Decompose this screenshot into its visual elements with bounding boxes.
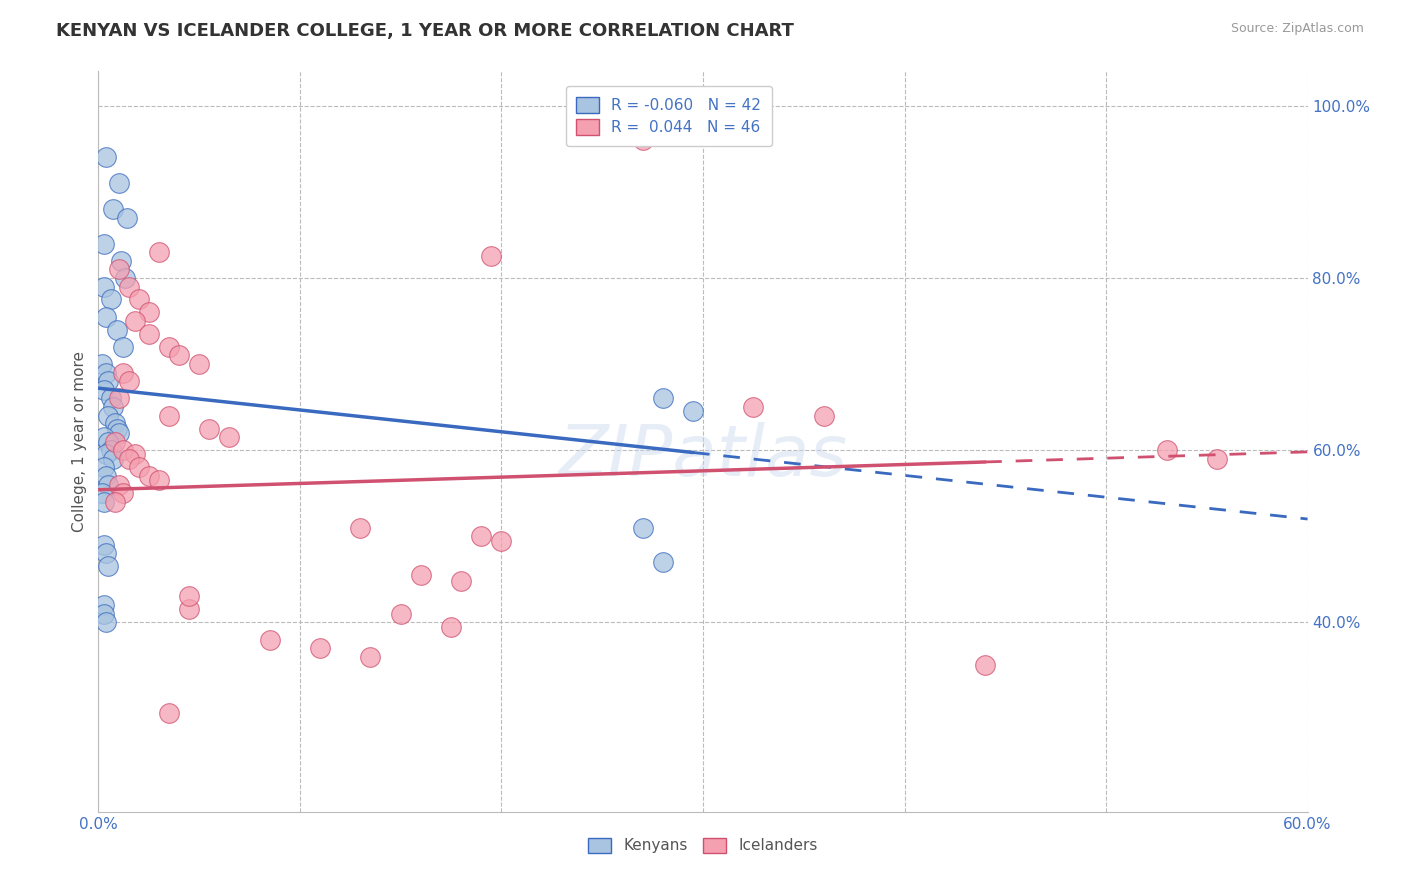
Point [1156, 443, 1178, 458]
Point [93, 607, 115, 621]
Text: ZIPatlas: ZIPatlas [558, 422, 848, 491]
Point [97, 477, 120, 491]
Point [100, 293, 122, 307]
Point [93, 460, 115, 475]
Point [101, 202, 124, 216]
Point [115, 211, 138, 225]
Point [93, 538, 115, 552]
Point [631, 521, 654, 535]
Point [157, 706, 180, 720]
Point [118, 451, 141, 466]
Point [105, 422, 128, 436]
Point [97, 559, 120, 574]
Point [111, 366, 134, 380]
Point [93, 279, 115, 293]
Point [96, 151, 118, 165]
Point [813, 409, 835, 423]
Point [481, 250, 503, 264]
Point [100, 392, 122, 406]
Point [97, 374, 120, 388]
Point [179, 602, 201, 616]
Point [491, 533, 513, 548]
Point [470, 529, 492, 543]
Point [974, 658, 997, 673]
Point [1206, 451, 1229, 466]
Point [128, 293, 150, 307]
Point [101, 451, 124, 466]
Point [96, 310, 118, 324]
Point [218, 430, 240, 444]
Point [349, 521, 371, 535]
Point [107, 262, 129, 277]
Text: Source: ZipAtlas.com: Source: ZipAtlas.com [1230, 22, 1364, 36]
Point [110, 253, 132, 268]
Point [631, 133, 654, 147]
Point [111, 340, 134, 354]
Point [91, 486, 114, 500]
Point [105, 323, 128, 337]
Point [167, 348, 190, 362]
Point [360, 649, 382, 664]
Point [389, 607, 412, 621]
Point [124, 314, 146, 328]
Point [96, 447, 118, 461]
Point [107, 477, 129, 491]
Point [111, 486, 134, 500]
Point [114, 271, 136, 285]
Point [124, 447, 146, 461]
Point [97, 434, 120, 449]
Point [651, 555, 673, 569]
Point [138, 469, 160, 483]
Point [148, 245, 170, 260]
Point [107, 392, 129, 406]
Text: KENYAN VS ICELANDER COLLEGE, 1 YEAR OR MORE CORRELATION CHART: KENYAN VS ICELANDER COLLEGE, 1 YEAR OR M… [56, 22, 794, 40]
Point [440, 619, 463, 633]
Point [309, 641, 332, 656]
Point [96, 366, 118, 380]
Point [409, 568, 432, 582]
Point [93, 430, 115, 444]
Point [96, 615, 118, 630]
Point [111, 443, 134, 458]
Point [103, 495, 125, 509]
Point [118, 279, 141, 293]
Point [188, 357, 211, 371]
Point [148, 473, 170, 487]
Point [96, 546, 118, 560]
Point [198, 422, 221, 436]
Point [97, 409, 120, 423]
Point [450, 574, 472, 588]
Point [179, 590, 201, 604]
Point [100, 443, 122, 458]
Point [93, 495, 115, 509]
Point [682, 404, 704, 418]
Point [742, 400, 765, 414]
Point [259, 632, 281, 647]
Point [107, 425, 129, 440]
Point [107, 176, 129, 190]
Point [138, 326, 160, 341]
Y-axis label: College, 1 year or more: College, 1 year or more [72, 351, 87, 532]
Point [93, 236, 115, 251]
Point [103, 416, 125, 430]
Point [91, 357, 114, 371]
Point [651, 392, 673, 406]
Legend: Kenyans, Icelanders: Kenyans, Icelanders [582, 831, 824, 860]
Point [101, 400, 124, 414]
Point [118, 374, 141, 388]
Point [138, 305, 160, 319]
Point [128, 460, 150, 475]
Point [93, 383, 115, 397]
Point [157, 340, 180, 354]
Point [93, 598, 115, 612]
Point [157, 409, 180, 423]
Point [96, 469, 118, 483]
Point [103, 434, 125, 449]
